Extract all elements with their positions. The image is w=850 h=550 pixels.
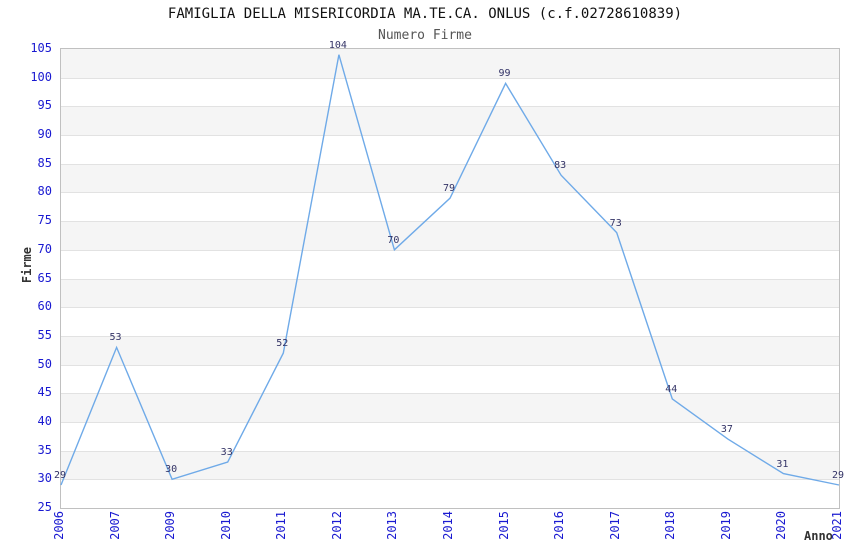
x-tick-label: 2011: [274, 511, 289, 540]
y-tick-label: 35: [37, 442, 52, 457]
data-point-label: 44: [665, 383, 678, 395]
x-tick-label: 2018: [663, 511, 678, 540]
x-tick-label: 2012: [329, 511, 344, 540]
y-tick-label: 25: [37, 500, 52, 514]
plot-band-white: [61, 307, 839, 337]
y-tick-label: 50: [37, 356, 52, 371]
chart-title: FAMIGLIA DELLA MISERICORDIA MA.TE.CA. ON…: [167, 6, 683, 22]
data-point-label: 29: [53, 470, 67, 482]
line-series-path: [60, 54, 840, 486]
y-tick-label: 65: [37, 270, 52, 285]
plot-band-white: [61, 192, 839, 222]
y-tick-label: 70: [37, 241, 52, 256]
data-point-label: 30: [165, 464, 178, 476]
x-tick-label: 2007: [107, 511, 122, 540]
chart-subtitle: Numero Firme: [378, 28, 472, 43]
plot-area: [60, 48, 840, 509]
y-axis-title: Firme: [20, 247, 34, 284]
y-tick-label: 40: [37, 413, 52, 428]
plot-band: [61, 450, 839, 481]
y-tick-label: 100: [30, 69, 52, 84]
y-tick-label: 60: [37, 299, 52, 314]
y-tick-label: 75: [37, 213, 52, 228]
plot-band: [61, 335, 839, 366]
plot-band-white: [61, 479, 839, 509]
y-tick-label: 80: [37, 184, 52, 199]
x-tick-label: 2020: [774, 511, 789, 540]
x-axis-title: Anno: [804, 529, 833, 543]
x-tick-label: 2006: [52, 511, 66, 540]
x-tick-label: 2015: [496, 511, 511, 540]
plot-band: [61, 106, 839, 137]
plot-band: [61, 393, 839, 423]
y-tick-label: 95: [37, 98, 52, 113]
data-point-label: 83: [554, 160, 567, 172]
line-series-svg: [60, 54, 840, 486]
plot-band-white: [61, 421, 839, 452]
x-tick-label: 2019: [718, 511, 733, 540]
plot-band: [61, 221, 839, 251]
data-point-label: 99: [498, 68, 511, 80]
data-point-label: 33: [220, 447, 233, 459]
data-point-label: 31: [776, 458, 789, 470]
x-tick-label: 2009: [163, 511, 178, 540]
data-point-label: 29: [831, 470, 845, 482]
y-tick-label: 30: [37, 471, 52, 486]
plot-band: [61, 163, 839, 194]
y-tick-label: 55: [37, 327, 52, 342]
data-point-label: 79: [442, 183, 456, 195]
data-point-label: 52: [276, 338, 289, 350]
data-point-label: 37: [720, 424, 733, 436]
plot-band-white: [61, 77, 839, 108]
x-tick-label: 2017: [607, 511, 622, 540]
plot-band-white: [61, 249, 839, 280]
y-tick-label: 45: [37, 385, 52, 400]
x-tick-label: 2013: [385, 511, 400, 540]
data-point-label: 73: [609, 217, 622, 229]
data-point-label: 53: [109, 332, 122, 344]
plot-band-white: [61, 364, 839, 395]
data-point-label: 104: [328, 39, 347, 51]
y-tick-label: 85: [37, 155, 52, 170]
y-tick-label: 105: [30, 41, 52, 55]
plot-band-white: [61, 135, 839, 165]
plot-band: [61, 278, 839, 309]
plot-band: [61, 49, 839, 78]
x-tick-label: 2014: [441, 511, 455, 540]
x-tick-label: 2010: [218, 511, 233, 540]
x-tick-label: 2016: [552, 511, 567, 540]
y-tick-label: 90: [37, 127, 52, 142]
data-point-label: 70: [387, 234, 400, 246]
